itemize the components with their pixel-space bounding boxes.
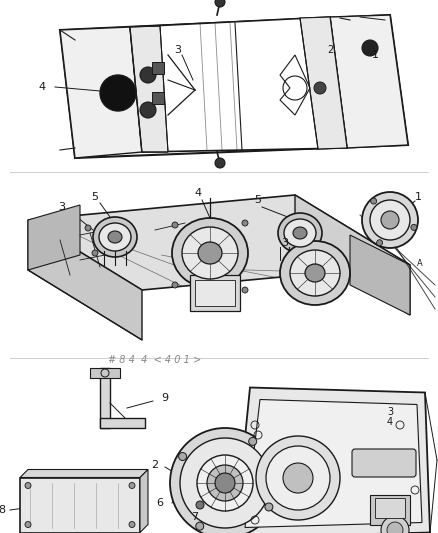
Polygon shape <box>100 418 145 428</box>
Ellipse shape <box>180 438 270 528</box>
Text: 3: 3 <box>282 238 289 248</box>
Ellipse shape <box>196 501 204 509</box>
Ellipse shape <box>140 102 156 118</box>
Text: 5: 5 <box>254 195 261 205</box>
Ellipse shape <box>215 158 225 168</box>
Text: 4: 4 <box>387 417 393 427</box>
Ellipse shape <box>179 453 187 461</box>
Ellipse shape <box>283 463 313 493</box>
Ellipse shape <box>172 222 178 228</box>
Ellipse shape <box>172 282 178 288</box>
Polygon shape <box>130 26 168 152</box>
Text: 2: 2 <box>327 45 333 55</box>
Polygon shape <box>20 470 148 478</box>
Ellipse shape <box>215 473 235 493</box>
Text: 5: 5 <box>92 192 99 202</box>
Polygon shape <box>300 17 347 149</box>
Polygon shape <box>295 195 410 315</box>
Text: 3: 3 <box>387 407 393 417</box>
Text: 4: 4 <box>194 188 201 198</box>
Ellipse shape <box>172 218 248 288</box>
Bar <box>152 92 164 104</box>
Ellipse shape <box>362 40 378 56</box>
Ellipse shape <box>198 242 222 264</box>
Polygon shape <box>370 495 410 525</box>
Polygon shape <box>60 15 408 158</box>
Ellipse shape <box>256 436 340 520</box>
Ellipse shape <box>242 287 248 293</box>
Text: 6: 6 <box>156 498 163 508</box>
Polygon shape <box>60 27 142 158</box>
Polygon shape <box>28 205 80 270</box>
Polygon shape <box>235 387 430 533</box>
Ellipse shape <box>381 516 409 533</box>
Text: A: A <box>417 259 423 268</box>
Ellipse shape <box>305 264 325 282</box>
Ellipse shape <box>99 223 131 251</box>
Ellipse shape <box>129 521 135 528</box>
Text: 7: 7 <box>191 512 198 522</box>
Ellipse shape <box>196 522 204 530</box>
Ellipse shape <box>387 522 403 533</box>
Polygon shape <box>90 368 120 378</box>
Ellipse shape <box>93 217 137 257</box>
Bar <box>375 498 405 518</box>
FancyBboxPatch shape <box>352 449 416 477</box>
Polygon shape <box>245 400 422 528</box>
Ellipse shape <box>85 225 91 231</box>
Text: 1: 1 <box>414 192 421 202</box>
Text: # 8 4  4  < 4 0 1 >: # 8 4 4 < 4 0 1 > <box>109 355 201 365</box>
Ellipse shape <box>290 250 340 296</box>
Bar <box>190 275 240 311</box>
Polygon shape <box>28 195 410 290</box>
Ellipse shape <box>314 82 326 94</box>
Ellipse shape <box>25 482 31 489</box>
Text: 1: 1 <box>371 50 378 60</box>
Polygon shape <box>140 470 148 532</box>
Text: 9: 9 <box>162 393 169 403</box>
Polygon shape <box>100 368 110 428</box>
Text: 3: 3 <box>174 45 181 55</box>
Ellipse shape <box>293 227 307 239</box>
Ellipse shape <box>197 455 253 511</box>
Ellipse shape <box>140 67 156 83</box>
Ellipse shape <box>371 198 377 204</box>
Bar <box>20 478 140 532</box>
Ellipse shape <box>377 240 383 246</box>
Bar <box>195 280 235 306</box>
Ellipse shape <box>242 220 248 226</box>
Text: 4: 4 <box>39 82 46 92</box>
Polygon shape <box>350 235 410 315</box>
Ellipse shape <box>207 465 243 501</box>
Ellipse shape <box>215 0 225 7</box>
Ellipse shape <box>108 231 122 243</box>
Ellipse shape <box>182 227 238 279</box>
Ellipse shape <box>278 213 322 253</box>
Polygon shape <box>28 220 142 340</box>
Ellipse shape <box>249 438 257 446</box>
Ellipse shape <box>129 482 135 489</box>
Bar <box>152 62 164 74</box>
Polygon shape <box>130 17 347 152</box>
Ellipse shape <box>284 219 316 247</box>
Ellipse shape <box>362 192 418 248</box>
Ellipse shape <box>411 224 417 230</box>
Ellipse shape <box>370 200 410 240</box>
Ellipse shape <box>381 211 399 229</box>
Ellipse shape <box>100 75 136 111</box>
Text: 8: 8 <box>0 505 6 515</box>
Text: 2: 2 <box>152 460 159 470</box>
Ellipse shape <box>25 521 31 528</box>
Ellipse shape <box>266 446 330 510</box>
Ellipse shape <box>92 250 98 256</box>
Ellipse shape <box>265 503 273 511</box>
Polygon shape <box>330 15 408 148</box>
Text: 3: 3 <box>59 202 66 212</box>
Ellipse shape <box>280 241 350 305</box>
Ellipse shape <box>170 428 280 533</box>
